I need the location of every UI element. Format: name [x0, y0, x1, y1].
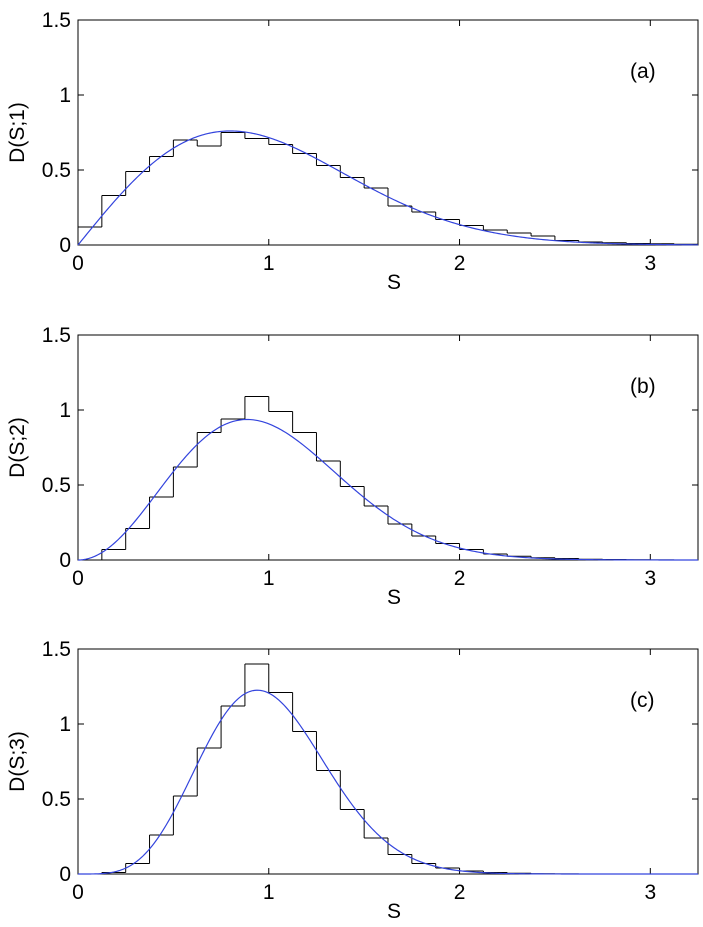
x-tick-label: 3: [644, 881, 656, 904]
x-tick-label: 2: [454, 252, 466, 275]
y-tick-label: 0.5: [42, 788, 71, 811]
panel-label: (a): [630, 60, 656, 83]
fit-curve: [77, 130, 699, 246]
x-tick-label: 1: [263, 881, 275, 904]
y-tick-label: 0: [59, 549, 71, 572]
y-tick-label: 1: [59, 713, 71, 736]
fit-curve: [77, 418, 698, 561]
panel-label: (c): [630, 689, 655, 712]
x-axis-title: S: [387, 900, 401, 923]
y-axis-title: D(S;3): [6, 731, 29, 792]
x-tick-label: 3: [644, 252, 656, 275]
y-tick-label: 1.5: [42, 324, 71, 347]
plot-frame: [77, 19, 699, 246]
panel-label: (b): [630, 375, 656, 398]
x-tick-label: 1: [263, 252, 275, 275]
plot-frame: [77, 648, 699, 875]
y-tick-label: 0.5: [42, 474, 71, 497]
y-tick-label: 1: [59, 84, 71, 107]
y-tick-label: 0: [59, 863, 71, 886]
x-tick-label: 0: [72, 567, 84, 590]
fit-curve: [78, 689, 698, 875]
x-tick-label: 2: [454, 881, 466, 904]
x-tick-label: 3: [644, 567, 656, 590]
y-tick-label: 1: [59, 399, 71, 422]
y-tick-label: 0.5: [42, 159, 71, 182]
x-tick-label: 2: [454, 567, 466, 590]
y-tick-label: 1.5: [42, 638, 71, 661]
panel-a: 0 1 2 3 0 0.5 1 1.5 S D(S;1) (a): [6, 9, 699, 294]
x-axis-title: S: [387, 586, 401, 609]
x-tick-label: 1: [263, 567, 275, 590]
x-tick-label: 0: [72, 881, 84, 904]
x-tick-label: 0: [72, 252, 84, 275]
y-tick-label: 1.5: [42, 9, 71, 32]
histogram: [78, 396, 698, 561]
y-axis-title: D(S;1): [6, 102, 29, 163]
panel-b: 0 1 2 3 0 0.5 1 1.5 S D(S;2) (b): [6, 324, 699, 609]
y-axis-title: D(S;2): [6, 417, 29, 478]
panel-c: 0 1 2 3 0 0.5 1 1.5 S D(S;3) (c): [6, 638, 699, 923]
x-axis-title: S: [387, 271, 401, 294]
y-tick-label: 0: [59, 234, 71, 257]
plot-frame: [77, 334, 699, 561]
